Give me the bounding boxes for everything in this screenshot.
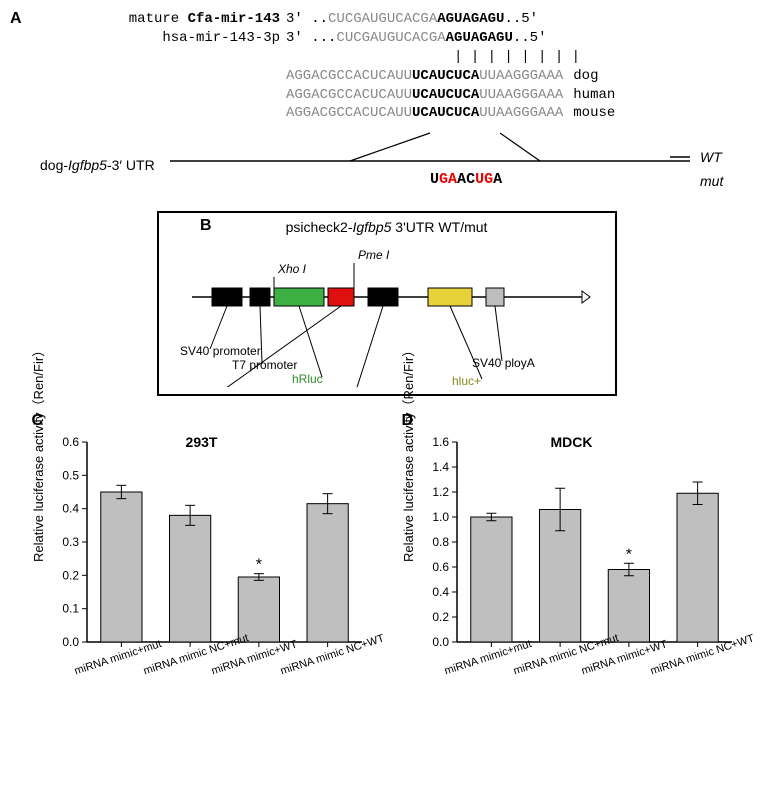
chart-c-svg: 0.0 0.1 0.2 0.3 0.4 0.5 0.6 *	[32, 422, 372, 662]
svg-text:1.2: 1.2	[432, 485, 449, 499]
svg-text:0.1: 0.1	[62, 602, 79, 616]
svg-text:0.4: 0.4	[62, 502, 79, 516]
svg-text:0.6: 0.6	[432, 560, 449, 574]
svg-text:1.4: 1.4	[432, 460, 449, 474]
svg-text:0.2: 0.2	[62, 569, 79, 583]
svg-text:SV40 ployA: SV40 ployA	[472, 356, 535, 370]
utr-left-label: dog-Igfbp5-3′ UTR	[40, 157, 155, 173]
chart-d-svg: 0.0 0.2 0.4 0.6 0.8 1.0 1.2 1.4 1.6 *	[402, 422, 742, 662]
svg-text:0.3: 0.3	[62, 535, 79, 549]
utr-mut-label: mut	[700, 173, 723, 189]
seq-alignment: mature Cfa-mir-1433′ ..CUCGAUGUCACGAAGUA…	[50, 10, 615, 123]
panel-c: C 293T Relative luciferase activity（Ren/…	[32, 412, 372, 702]
svg-text:1.6: 1.6	[432, 435, 449, 449]
svg-text:Igfbp5 3'UTR WT/mut: Igfbp5 3'UTR WT/mut	[192, 386, 314, 387]
svg-text:1.0: 1.0	[432, 510, 449, 524]
svg-text:0.5: 0.5	[62, 469, 79, 483]
construct-svg: SV40 promoterT7 promoterhRlucIgfbp5 3'UT…	[172, 237, 602, 387]
svg-text:hluc+: hluc+	[452, 374, 481, 387]
utr-mut-seq: UGAACUGA	[430, 171, 502, 188]
charts-row: C 293T Relative luciferase activity（Ren/…	[10, 412, 763, 702]
svg-text:*: *	[625, 547, 631, 564]
panel-a-label: A	[10, 10, 50, 123]
utr-diagram: dog-Igfbp5-3′ UTR WT mut UGAACUGA	[10, 127, 763, 197]
svg-text:0.2: 0.2	[432, 610, 449, 624]
svg-text:0.0: 0.0	[62, 635, 79, 649]
svg-text:Xho I: Xho I	[277, 262, 307, 276]
svg-text:SV40 promoter: SV40 promoter	[180, 344, 261, 358]
panel-b-title: psicheck2-Igfbp5 3'UTR WT/mut	[167, 219, 607, 235]
panel-d: D MDCK Relative luciferase activity（Ren/…	[402, 412, 742, 702]
svg-text:0.8: 0.8	[432, 535, 449, 549]
svg-text:0.4: 0.4	[432, 585, 449, 599]
svg-text:0.0: 0.0	[432, 635, 449, 649]
utr-wt-label: WT	[700, 149, 722, 165]
svg-text:hRluc: hRluc	[292, 372, 323, 386]
svg-text:*: *	[255, 557, 261, 574]
svg-text:0.6: 0.6	[62, 435, 79, 449]
svg-text:Pme I: Pme I	[358, 248, 390, 262]
panel-a: A mature Cfa-mir-1433′ ..CUCGAUGUCACGAAG…	[10, 10, 763, 197]
panel-b-box: psicheck2-Igfbp5 3'UTR WT/mut SV40 promo…	[157, 211, 617, 396]
